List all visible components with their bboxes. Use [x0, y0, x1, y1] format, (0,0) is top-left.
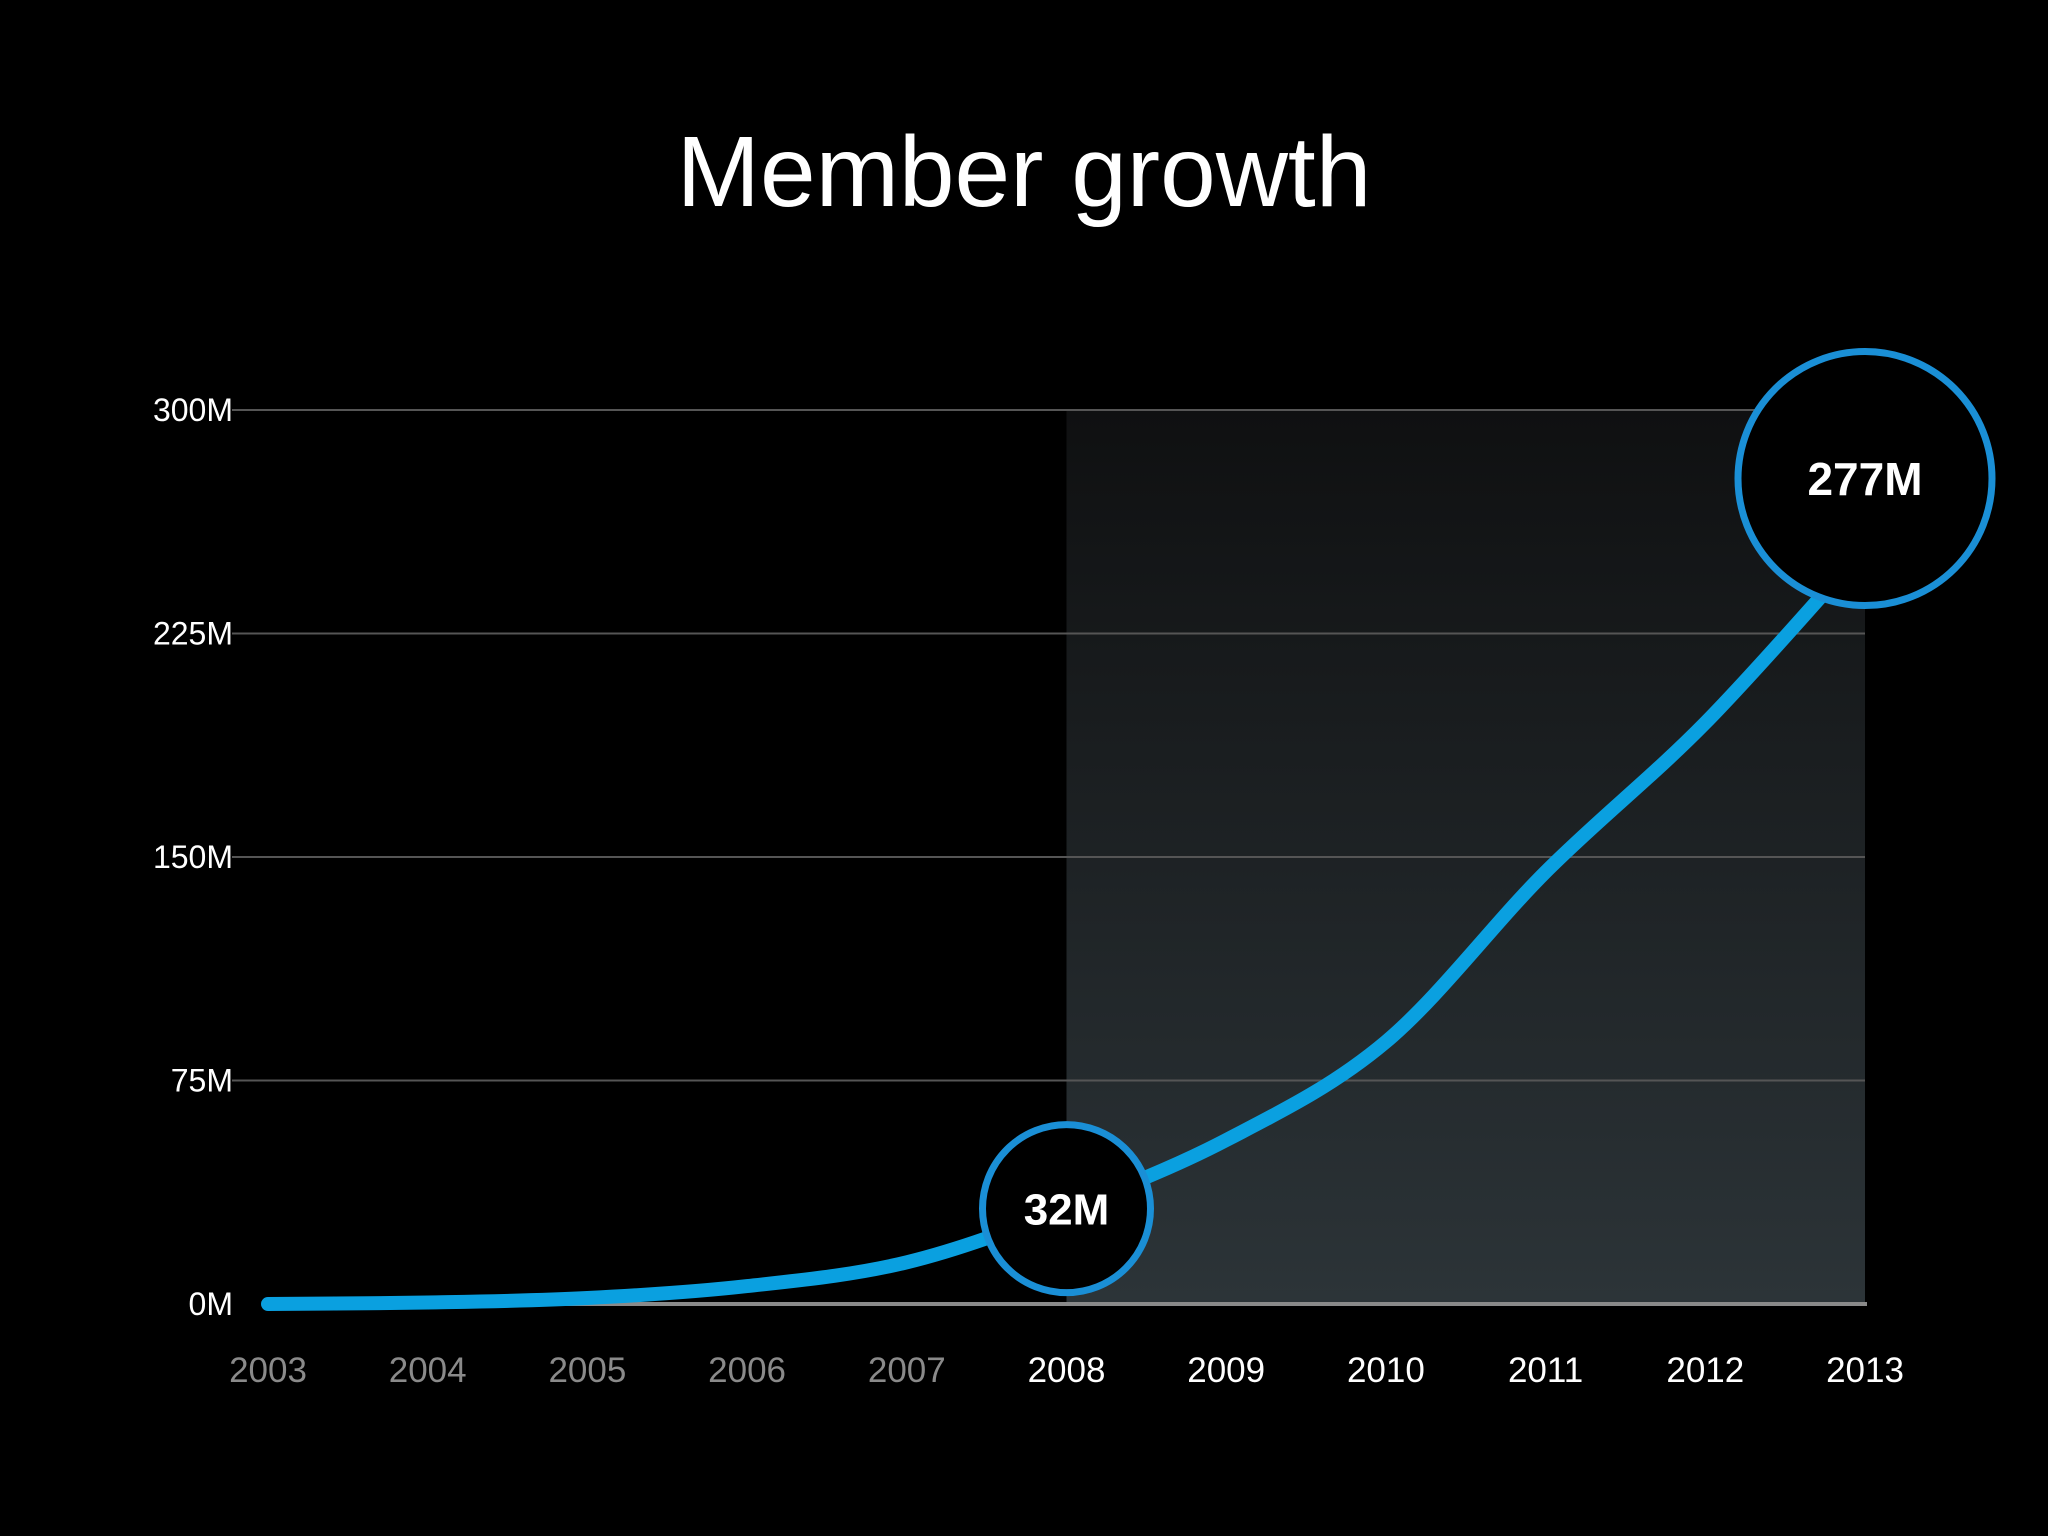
y-tick-label: 300M: [153, 392, 233, 428]
callout-label: 32M: [1024, 1185, 1110, 1234]
y-tick-label: 0M: [189, 1286, 233, 1322]
x-tick-label: 2010: [1347, 1351, 1425, 1390]
x-tick-label: 2008: [1028, 1351, 1106, 1390]
x-tick-label: 2011: [1508, 1351, 1583, 1390]
callout-circle: [979, 1121, 1154, 1297]
x-tick-label: 2004: [389, 1351, 467, 1390]
y-tick-label: 75M: [171, 1063, 233, 1099]
x-tick-label: 2012: [1666, 1351, 1744, 1390]
x-tick-label: 2006: [708, 1351, 786, 1390]
callout-32m: 32M: [979, 1121, 1154, 1297]
y-tick-label: 150M: [153, 839, 233, 875]
x-tick-label: 2013: [1826, 1351, 1904, 1390]
y-tick-label: 225M: [153, 616, 233, 652]
x-tick-label: 2007: [868, 1351, 946, 1390]
callout-277m: 277M: [1734, 348, 1996, 610]
callout-label: 277M: [1807, 453, 1922, 505]
chart-title: Member growth: [676, 116, 1372, 228]
x-tick-label: 2009: [1187, 1351, 1265, 1390]
x-tick-label: 2003: [229, 1351, 307, 1390]
x-tick-label: 2005: [548, 1351, 626, 1390]
callout-circle: [1734, 348, 1996, 610]
